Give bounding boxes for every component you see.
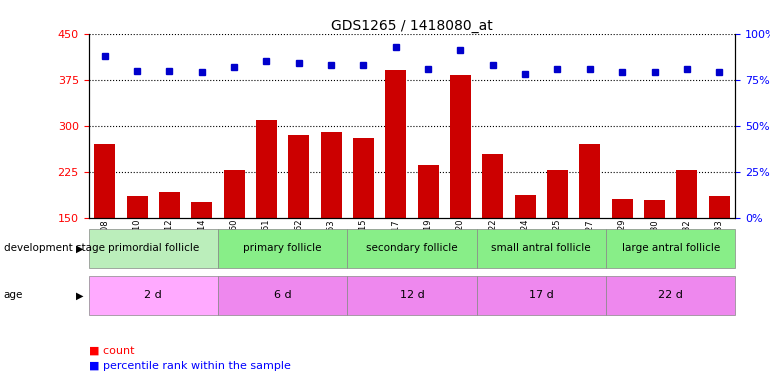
- Title: GDS1265 / 1418080_at: GDS1265 / 1418080_at: [331, 19, 493, 33]
- Bar: [223, 170, 245, 309]
- Bar: [611, 199, 633, 309]
- Bar: [89, 276, 218, 315]
- Bar: [288, 135, 310, 309]
- Bar: [514, 195, 536, 309]
- Text: small antral follicle: small antral follicle: [491, 243, 591, 254]
- Bar: [191, 202, 213, 309]
- Bar: [477, 229, 606, 268]
- Text: 12 d: 12 d: [400, 290, 424, 300]
- Bar: [606, 229, 735, 268]
- Bar: [353, 138, 374, 309]
- Bar: [347, 229, 477, 268]
- Bar: [417, 165, 439, 309]
- Bar: [676, 170, 698, 309]
- Text: primary follicle: primary follicle: [243, 243, 322, 254]
- Text: 22 d: 22 d: [658, 290, 683, 300]
- Text: ▶: ▶: [75, 243, 83, 254]
- Text: primordial follicle: primordial follicle: [108, 243, 199, 254]
- Bar: [320, 132, 342, 309]
- Text: ■ percentile rank within the sample: ■ percentile rank within the sample: [89, 361, 290, 370]
- Bar: [347, 276, 477, 315]
- Bar: [256, 120, 277, 309]
- Bar: [385, 70, 407, 309]
- Bar: [579, 144, 601, 309]
- Text: development stage: development stage: [4, 243, 105, 254]
- Bar: [606, 276, 735, 315]
- Bar: [450, 75, 471, 309]
- Bar: [218, 229, 347, 268]
- Bar: [708, 196, 730, 309]
- Bar: [218, 276, 347, 315]
- Bar: [126, 196, 148, 309]
- Text: ▶: ▶: [75, 290, 83, 300]
- Text: ■ count: ■ count: [89, 346, 134, 355]
- Text: secondary follicle: secondary follicle: [367, 243, 457, 254]
- Text: large antral follicle: large antral follicle: [621, 243, 720, 254]
- Bar: [159, 192, 180, 309]
- Bar: [482, 154, 504, 309]
- Text: age: age: [4, 290, 23, 300]
- Bar: [547, 170, 568, 309]
- Bar: [477, 276, 606, 315]
- Text: 6 d: 6 d: [274, 290, 291, 300]
- Bar: [89, 229, 218, 268]
- Text: 17 d: 17 d: [529, 290, 554, 300]
- Bar: [94, 144, 116, 309]
- Bar: [644, 200, 665, 309]
- Text: 2 d: 2 d: [144, 290, 162, 300]
